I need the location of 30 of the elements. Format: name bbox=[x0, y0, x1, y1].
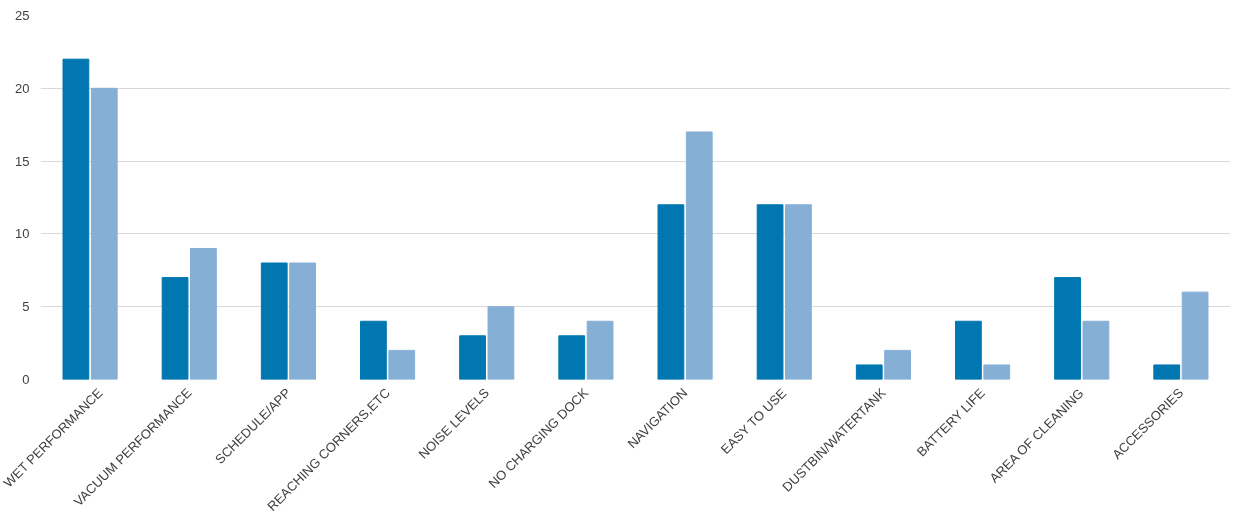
y-tick-label: 5 bbox=[22, 299, 30, 315]
bar bbox=[1181, 291, 1209, 380]
bar bbox=[657, 204, 685, 380]
bar bbox=[90, 87, 118, 380]
bar bbox=[983, 364, 1011, 380]
bar bbox=[884, 349, 911, 380]
bar bbox=[1153, 364, 1181, 380]
bar bbox=[289, 262, 316, 380]
y-tick-label: 15 bbox=[15, 153, 30, 169]
bar bbox=[190, 247, 217, 380]
y-tick-label: 25 bbox=[15, 8, 30, 23]
y-tick-label: 0 bbox=[22, 372, 30, 387]
bar bbox=[459, 335, 486, 380]
y-tick-label: 10 bbox=[15, 226, 30, 242]
y-tick-label: 20 bbox=[15, 80, 30, 96]
bar bbox=[855, 364, 883, 380]
bar bbox=[785, 204, 812, 380]
bar bbox=[756, 204, 784, 380]
bar bbox=[161, 277, 189, 380]
bar bbox=[1054, 277, 1081, 380]
bar bbox=[360, 320, 387, 380]
bar bbox=[487, 306, 515, 380]
bar bbox=[586, 320, 614, 380]
bar bbox=[955, 320, 982, 380]
bar bbox=[685, 131, 713, 380]
bar bbox=[62, 58, 90, 380]
bar bbox=[260, 262, 288, 380]
bar bbox=[388, 349, 416, 380]
bar bbox=[1082, 320, 1110, 380]
bar bbox=[558, 335, 586, 380]
